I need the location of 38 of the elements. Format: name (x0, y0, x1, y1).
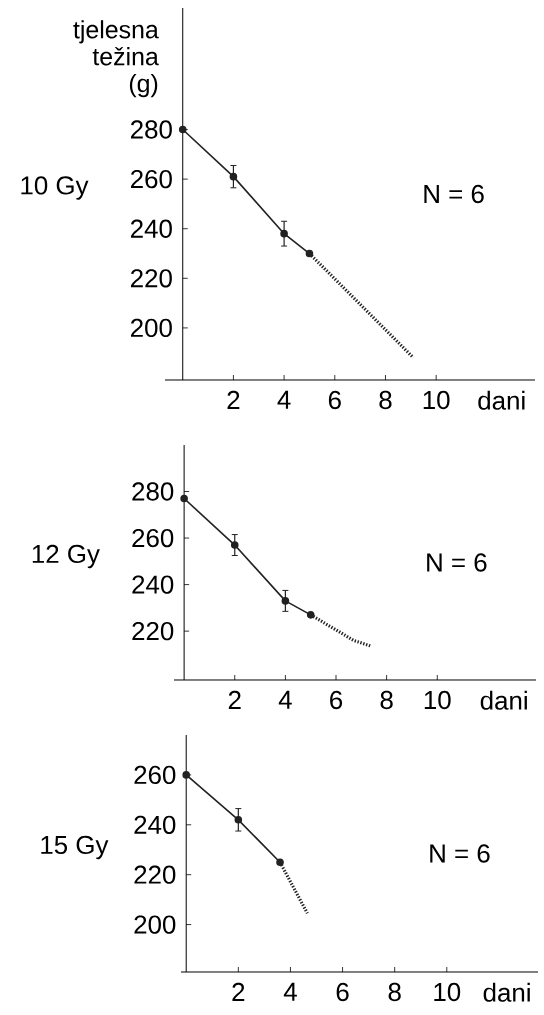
y-tick-label: 240 (132, 575, 174, 594)
annotation: N = 6 (424, 184, 484, 204)
x-tick-label: 8 (388, 982, 401, 1002)
y-tick-label: 220 (130, 269, 172, 288)
x-tick-label: 6 (328, 390, 341, 410)
x-tick-label: 2 (232, 982, 245, 1001)
y-axis-title: tjelesna težina (g) (73, 20, 159, 98)
x-tick-label: 8 (379, 390, 392, 410)
y-tick-label: 240 (130, 219, 172, 238)
y-tick-label: 260 (130, 169, 172, 189)
y-tick-label: 260 (132, 528, 174, 548)
x-tick-label: 4 (277, 390, 291, 409)
x-tick-label: 10 (423, 390, 450, 410)
x-tick-label: 10 (434, 982, 461, 1002)
y-tick-label: 220 (134, 865, 176, 884)
annotation: N = 6 (427, 553, 487, 572)
x-axis-title: dani (478, 390, 525, 410)
text: 12 Gy (32, 544, 100, 569)
x-tick-label: 6 (336, 982, 349, 1002)
x-axis-title: dani (483, 982, 530, 1002)
text: 15 Gy (41, 835, 109, 860)
y-tick-label: 200 (130, 318, 172, 338)
y-tick-label: 280 (132, 482, 174, 501)
annotation: N = 6 (430, 844, 490, 863)
x-tick-label: 10 (424, 690, 451, 710)
y-tick-label: 220 (132, 621, 174, 641)
x-tick-label: 2 (227, 390, 240, 409)
y-tick-label: 240 (134, 815, 176, 834)
y-tick-label: 260 (134, 765, 176, 785)
y-tick-label: 200 (134, 915, 176, 934)
x-tick-label: 4 (278, 690, 292, 709)
x-tick-label: 4 (283, 982, 297, 1001)
text: 10 Gy (21, 176, 89, 200)
x-tick-label: 2 (228, 690, 241, 709)
x-tick-label: 6 (330, 690, 343, 710)
x-axis-title: dani (480, 690, 527, 710)
y-tick-label: 280 (130, 120, 172, 139)
x-tick-label: 8 (380, 690, 393, 710)
